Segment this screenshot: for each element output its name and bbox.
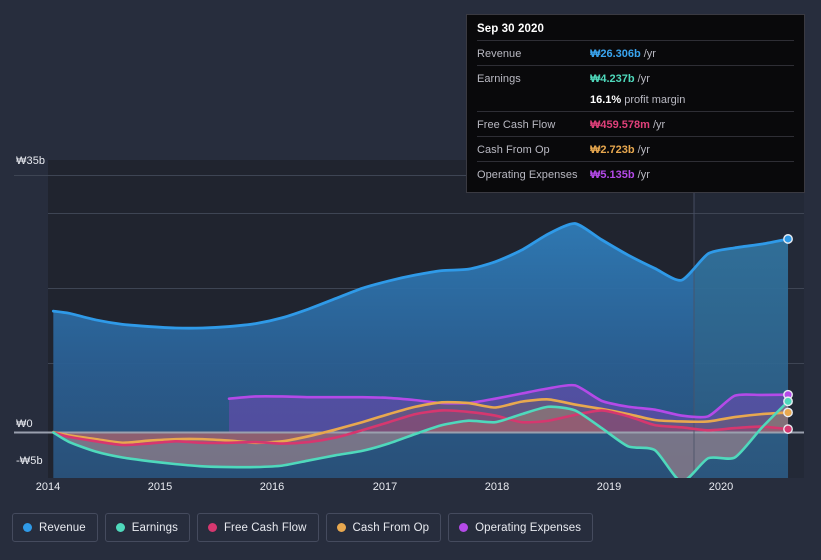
tooltip-row: Operating Expenses ₩5.135b/yr <box>477 161 794 186</box>
tooltip-row-value: 16.1% <box>590 94 622 106</box>
tooltip-row: Free Cash Flow ₩459.578m/yr <box>477 111 794 136</box>
tooltip-rows: Revenue ₩26.306b/yr Earnings ₩4.237b/yr 16.1… <box>477 40 794 186</box>
legend-item-label: Earnings <box>131 521 178 534</box>
tooltip-row-suffix: /yr <box>637 169 650 181</box>
tooltip-row-suffix: /yr <box>637 73 650 85</box>
tooltip-row: Cash From Op ₩2.723b/yr <box>477 136 794 161</box>
tooltip-row-value: ₩26.306b <box>590 48 641 60</box>
endpoint-marker-free-cash-flow <box>783 424 793 435</box>
legend-swatch-dot-icon <box>23 523 32 532</box>
tooltip-row-value: ₩2.723b <box>590 144 635 156</box>
chart-legend[interactable]: Revenue Earnings Free Cash Flow Cash From O… <box>12 513 594 542</box>
legend-item-label: Free Cash Flow <box>223 521 307 534</box>
tooltip-row-label: Earnings <box>477 73 521 85</box>
legend-swatch-dot-icon <box>336 523 346 532</box>
data-tooltip: Sep 30 2020 Revenue ₩26.306b/yr Earnings ₩4… <box>466 14 805 193</box>
chart-plot-area[interactable] <box>0 0 821 505</box>
tooltip-row-value: ₩4.237b <box>590 73 635 85</box>
endpoint-marker-cash-from-op <box>783 407 793 418</box>
tooltip-row-label: Revenue <box>477 48 522 60</box>
tooltip-row-value: ₩459.578m <box>590 119 650 131</box>
endpoint-marker-earnings <box>783 396 793 407</box>
legend-swatch-dot-icon <box>115 523 125 532</box>
legend-swatch-dot-icon <box>459 523 469 532</box>
tooltip-row-value: ₩5.135b <box>590 169 635 181</box>
tooltip-row-label: Cash From Op <box>477 144 550 156</box>
legend-item-cash-from-op[interactable]: Cash From Op <box>325 513 442 542</box>
series-endpoint-markers <box>783 234 793 435</box>
legend-swatch-dot-icon <box>207 523 217 532</box>
legend-item-operating-expenses[interactable]: Operating Expenses <box>448 513 594 542</box>
legend-item-revenue[interactable]: Revenue <box>12 513 98 542</box>
tooltip-row-label: Operating Expenses <box>477 169 578 181</box>
tooltip-row: Revenue ₩26.306b/yr <box>477 40 794 65</box>
tooltip-row-suffix: profit margin <box>624 94 686 106</box>
legend-item-label: Revenue <box>39 521 86 534</box>
endpoint-marker-revenue <box>783 234 793 244</box>
tooltip-row-suffix: /yr <box>643 48 656 60</box>
tooltip-row-label: Free Cash Flow <box>477 119 556 131</box>
tooltip-row: 16.1% profit margin <box>477 90 794 111</box>
legend-item-earnings[interactable]: Earnings <box>104 513 190 542</box>
legend-item-free-cash-flow[interactable]: Free Cash Flow <box>196 513 319 542</box>
legend-item-label: Operating Expenses <box>475 521 582 534</box>
tooltip-date: Sep 30 2020 <box>477 23 544 35</box>
series-lines <box>51 222 790 478</box>
tooltip-row-suffix: /yr <box>637 144 650 156</box>
legend-item-label: Cash From Op <box>352 521 430 534</box>
tooltip-row-suffix: /yr <box>652 119 666 131</box>
tooltip-row: Earnings ₩4.237b/yr <box>477 65 794 90</box>
